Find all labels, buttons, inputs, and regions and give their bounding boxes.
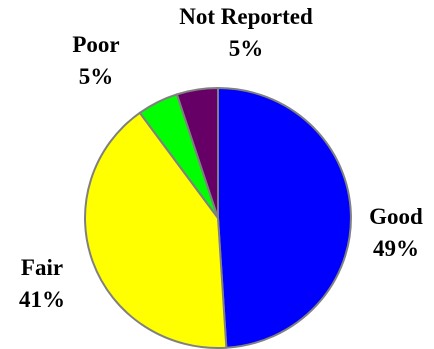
pie-slice-not-reported [175, 87, 219, 219]
slice-value-not-reported: 5% [229, 36, 264, 61]
slice-label-good: Good [369, 204, 423, 229]
slice-label-fair: Fair [21, 255, 63, 280]
slice-value-good: 49% [373, 236, 419, 261]
pie-slice-good [217, 87, 352, 349]
slice-label-poor: Poor [72, 32, 119, 57]
slice-value-poor: 5% [79, 64, 114, 89]
slice-value-fair: 41% [19, 287, 65, 312]
slice-label-not-reported: Not Reported [179, 4, 313, 29]
pie-slice-fair [84, 111, 228, 349]
pie-slices [84, 87, 352, 349]
